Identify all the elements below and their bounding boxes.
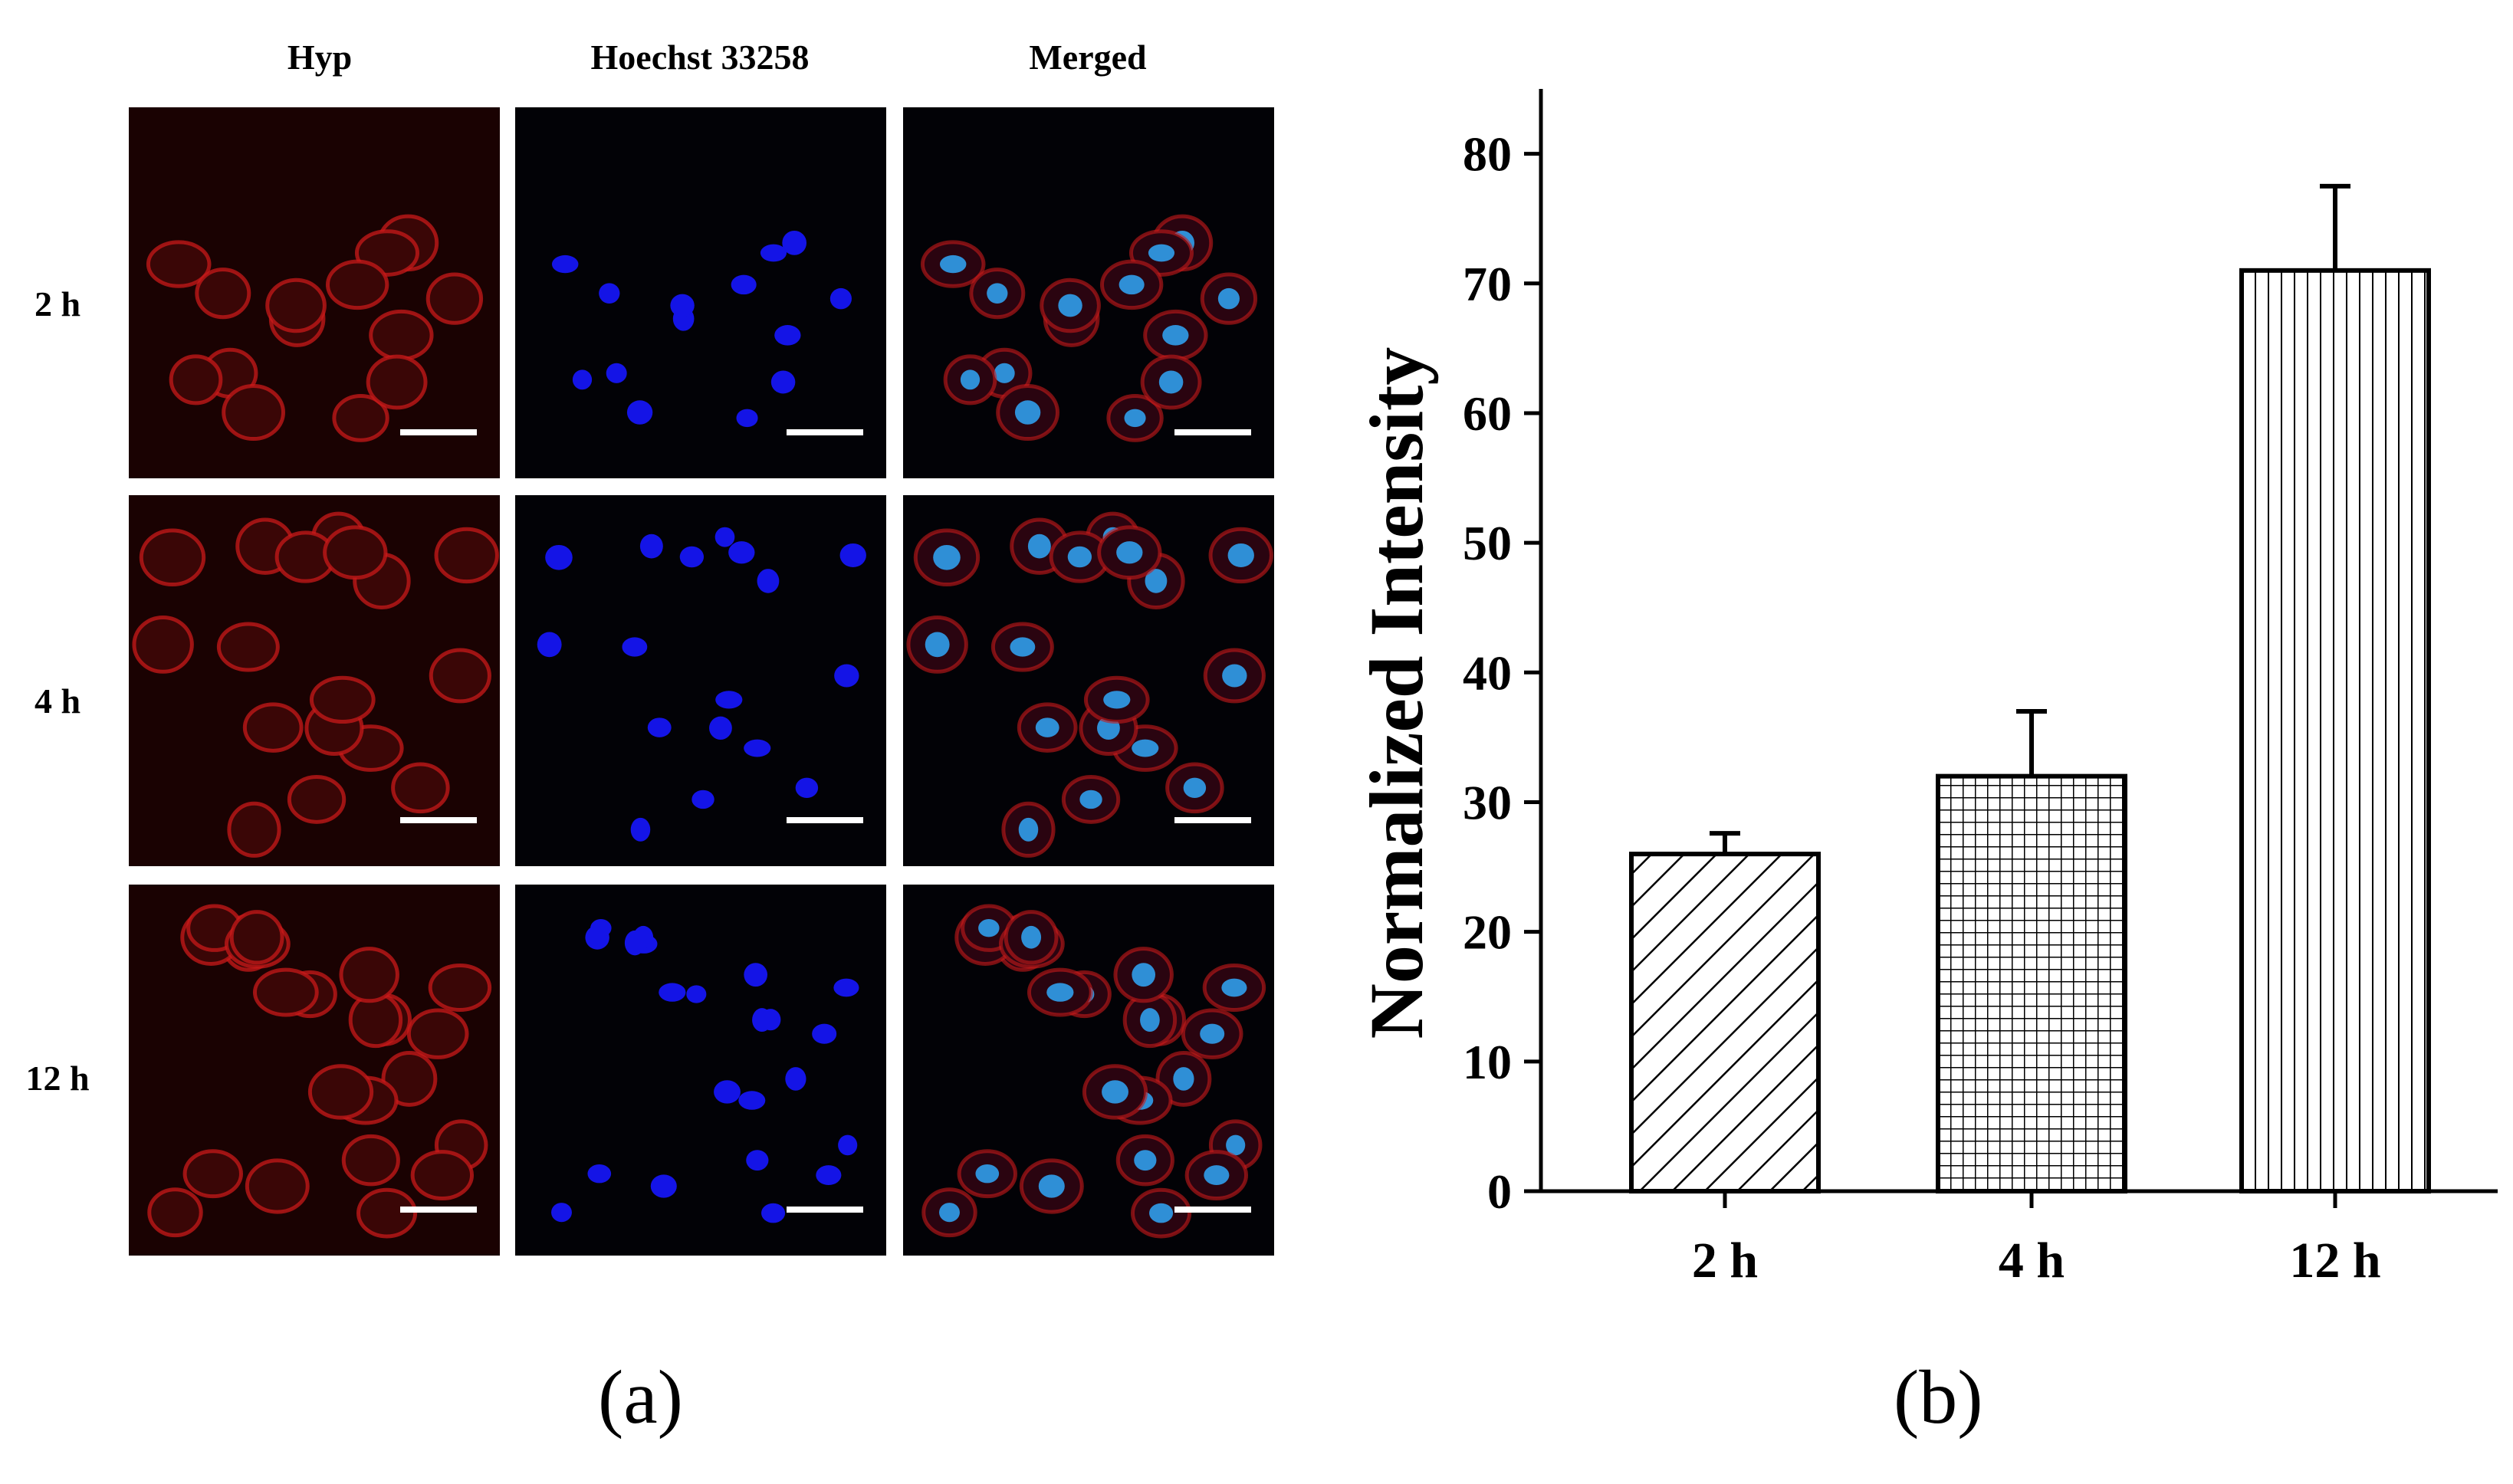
scale-bar <box>787 1207 863 1213</box>
y-tick-label: 50 <box>1463 516 1512 570</box>
bar-2 <box>2239 268 2431 1193</box>
y-tick-label: 0 <box>1487 1164 1512 1219</box>
y-tick-label: 80 <box>1463 127 1512 182</box>
scale-bar <box>400 429 477 435</box>
x-tick-label: 12 h <box>2289 1233 2380 1289</box>
column-header-merged: Merged <box>1029 38 1147 77</box>
micrograph-merged-12h <box>903 885 1274 1256</box>
row-label-2h: 2 h <box>34 284 81 323</box>
column-header-hyp: Hyp <box>287 38 353 77</box>
scale-bar <box>400 1207 477 1213</box>
bar-0 <box>1629 852 1821 1194</box>
y-tick-label: 70 <box>1463 257 1512 311</box>
micrograph-hoechst-12h <box>515 885 886 1256</box>
scale-bar <box>400 817 477 823</box>
micrograph-merged-4h <box>903 495 1274 866</box>
scale-bar <box>1174 1207 1251 1213</box>
micrograph-hyp-12h <box>129 885 500 1256</box>
micrograph-hoechst-2h <box>515 107 886 478</box>
scale-bar <box>787 817 863 823</box>
panel-b-label: (b) <box>1894 1354 1983 1440</box>
row-label-12h: 12 h <box>25 1059 90 1098</box>
panel-a-label: (a) <box>598 1354 683 1440</box>
micrograph-hyp-4h <box>129 495 500 866</box>
y-axis-label: Normalized Intensity <box>1354 347 1439 1039</box>
y-tick-label: 60 <box>1463 386 1512 441</box>
scale-bar <box>1174 817 1251 823</box>
y-tick-label: 20 <box>1463 905 1512 960</box>
x-tick-label: 4 h <box>1999 1233 2065 1289</box>
y-tick-label: 10 <box>1463 1035 1512 1089</box>
bar-1 <box>1936 773 2127 1193</box>
micrograph-hyp-2h <box>129 107 500 478</box>
scale-bar <box>787 429 863 435</box>
scale-bar <box>1174 429 1251 435</box>
y-tick-label: 40 <box>1463 645 1512 700</box>
y-tick-label: 30 <box>1463 775 1512 829</box>
row-label-4h: 4 h <box>34 681 81 721</box>
micrograph-hoechst-4h <box>515 495 886 866</box>
x-tick-label: 2 h <box>1692 1233 1758 1289</box>
column-header-hoechst: Hoechst 33258 <box>590 38 810 77</box>
micrograph-merged-2h <box>903 107 1274 478</box>
